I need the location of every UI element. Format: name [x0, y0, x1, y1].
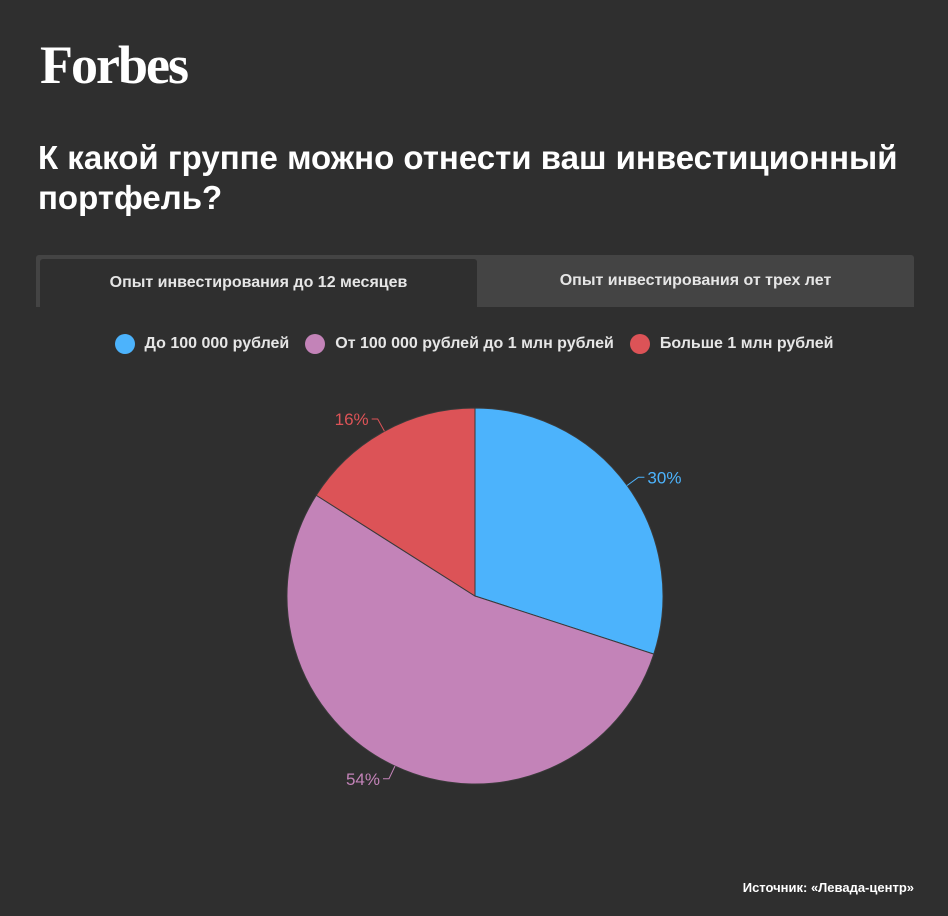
data-label-slice-large: 16%	[335, 410, 369, 429]
tab-experience-3-years[interactable]: Опыт инвестирования от трех лет	[559, 272, 832, 289]
data-label-slice-small: 30%	[647, 468, 681, 487]
legend-label-small: До 100 000 рублей	[144, 335, 290, 352]
legend-dot-small	[114, 334, 135, 354]
slice-medium[interactable]	[286, 494, 655, 785]
data-label-slice-medium: 54%	[346, 770, 380, 789]
leader-line-slice-large	[371, 418, 385, 432]
tab-bar: Опыт инвестирования до 12 месяцев Опыт и…	[36, 255, 914, 307]
forbes-logo: Forbes	[40, 35, 189, 95]
tab-experience-12-months[interactable]: Опыт инвестирования до 12 месяцев	[40, 259, 477, 307]
legend-item-small[interactable]: До 100 000 рублей	[114, 334, 290, 354]
legend-label-medium: От 100 000 рублей до 1 млн рублей	[335, 335, 614, 352]
chart-legend: До 100 000 рублей От 100 000 рублей до 1…	[0, 334, 948, 354]
legend-item-large[interactable]: Больше 1 млн рублей	[629, 334, 834, 354]
leader-line-slice-medium	[382, 765, 396, 780]
pie-chart: 30% 54% 16%	[286, 407, 681, 789]
source-note: Источник: «Левада-центр»	[742, 880, 914, 895]
legend-dot-medium	[305, 334, 326, 354]
slice-large[interactable]	[315, 407, 476, 597]
legend-label-large: Больше 1 млн рублей	[659, 335, 834, 352]
leader-line-slice-small	[626, 476, 645, 486]
chart-title: К какой группе можно отнести ваш инвести…	[38, 139, 898, 216]
legend-item-medium[interactable]: От 100 000 рублей до 1 млн рублей	[305, 334, 614, 354]
legend-dot-large	[629, 334, 650, 354]
